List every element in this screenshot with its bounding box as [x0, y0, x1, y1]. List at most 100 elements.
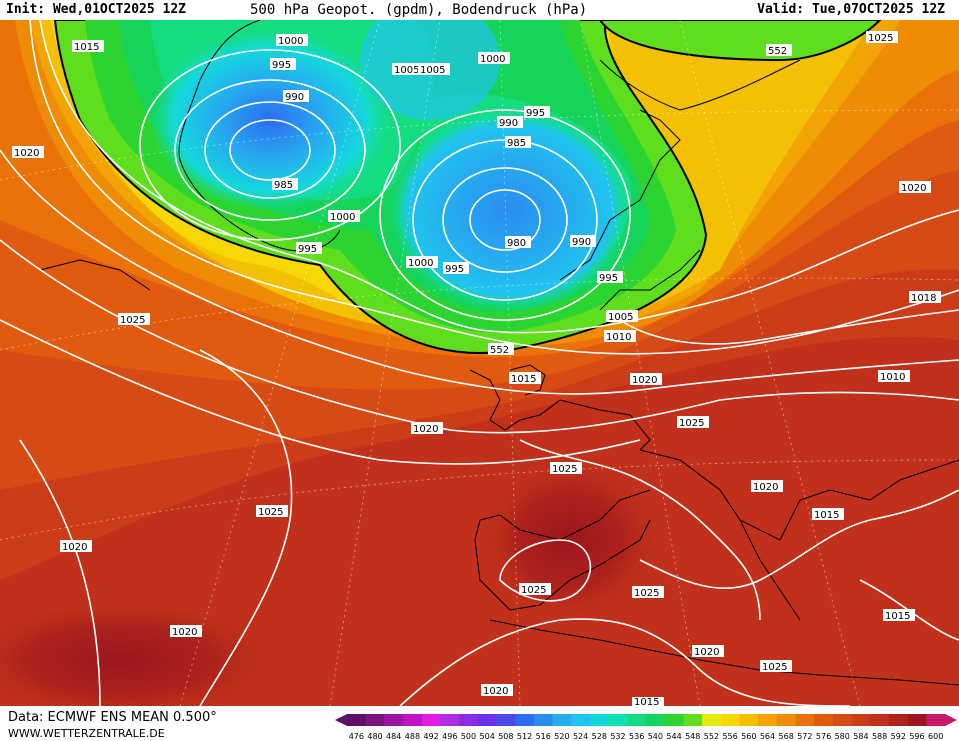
isobar-label: 995	[443, 262, 469, 275]
legend-tick-label: 540	[648, 732, 663, 741]
legend-tick-label: 504	[480, 732, 495, 741]
svg-text:1000: 1000	[330, 212, 355, 223]
svg-text:1015: 1015	[885, 611, 910, 622]
legend-tick-label: 552	[704, 732, 719, 741]
svg-text:1005: 1005	[608, 312, 633, 323]
legend-swatch	[870, 714, 890, 726]
isobar-label: 1005	[418, 63, 450, 76]
isobar-label: 1020	[899, 181, 931, 194]
isobar-label: 1025	[632, 586, 664, 599]
legend-swatch	[646, 714, 666, 726]
svg-text:1025: 1025	[634, 588, 659, 599]
svg-text:1018: 1018	[911, 293, 936, 304]
svg-text:1000: 1000	[480, 54, 505, 65]
weather-map: 1015 1000 995 990 985 1005 1005 1000 995…	[0, 20, 959, 706]
isobar-label: 1020	[12, 146, 44, 159]
legend-swatch	[608, 714, 628, 726]
legend-tick-label: 584	[853, 732, 868, 741]
legend-tick-label: 568	[779, 732, 794, 741]
svg-text:1000: 1000	[408, 258, 433, 269]
legend-tick-label: 488	[405, 732, 420, 741]
svg-text:990: 990	[285, 92, 304, 103]
isobar-labels: 1015 1000 995 990 985 1005 1005 1000 995…	[12, 31, 941, 706]
legend-tick-label: 528	[592, 732, 607, 741]
svg-text:985: 985	[274, 180, 293, 191]
legend-swatch	[421, 714, 441, 726]
isobar-label: 1000	[328, 210, 360, 223]
isobar-label: 1000	[276, 34, 308, 47]
isobar-label: 1018	[909, 291, 941, 304]
isobar-label: 1020	[60, 540, 92, 553]
legend-swatch	[907, 714, 927, 726]
isobar-label: 1015	[632, 697, 664, 706]
isobar-label: 1025	[677, 416, 709, 429]
legend-swatch	[459, 714, 479, 726]
legend-swatch	[589, 714, 610, 726]
isobar-label: 1015	[812, 508, 844, 521]
isobar-label: 990	[570, 235, 596, 248]
isobar-label: 990	[497, 116, 523, 129]
isobar-label: 985	[505, 136, 531, 149]
svg-text:1020: 1020	[632, 375, 657, 386]
isobar-label: 1015	[509, 372, 541, 385]
svg-text:1005: 1005	[394, 65, 419, 76]
geopotential-label: 552	[488, 343, 514, 356]
svg-text:1025: 1025	[762, 662, 787, 673]
svg-text:1010: 1010	[606, 332, 631, 343]
isobar-label: 1020	[692, 645, 724, 658]
legend-swatch	[888, 714, 909, 726]
legend-swatch	[832, 714, 853, 726]
svg-text:1020: 1020	[413, 424, 438, 435]
isobar-label: 1000	[478, 52, 510, 65]
geopotential-labels: 552 552	[488, 44, 792, 356]
legend-swatch	[664, 714, 684, 726]
isobar-label: 1025	[866, 31, 898, 44]
legend-tick-label: 516	[536, 732, 551, 741]
isobar-label: 1020	[170, 625, 202, 638]
legend-swatch	[533, 714, 554, 726]
isobar-label: 985	[272, 178, 298, 191]
legend-tick-label: 496	[442, 732, 457, 741]
svg-text:1020: 1020	[14, 148, 39, 159]
legend-tick-label: 512	[517, 732, 532, 741]
isobar-label: 1020	[751, 480, 783, 493]
legend-arrow-low	[335, 714, 347, 726]
svg-text:1015: 1015	[634, 697, 659, 706]
legend-swatch	[758, 714, 778, 726]
svg-text:1020: 1020	[172, 627, 197, 638]
field-contour-552-ne	[598, 20, 882, 62]
legend-tick-label: 520	[554, 732, 569, 741]
legend-swatch	[851, 714, 871, 726]
svg-text:1025: 1025	[258, 507, 283, 518]
isobar-label: 995	[524, 106, 550, 119]
legend-swatch	[477, 714, 497, 726]
legend-swatch	[496, 714, 516, 726]
legend-tick-label: 592	[891, 732, 906, 741]
map-title: 500 hPa Geopot. (gpdm), Bodendruck (hPa)	[250, 2, 588, 18]
legend-swatch	[571, 714, 591, 726]
legend-swatch	[515, 714, 535, 726]
legend-swatch	[795, 714, 815, 726]
svg-text:995: 995	[272, 60, 291, 71]
isobar-label: 995	[296, 242, 322, 255]
legend-tick-label: 580	[835, 732, 850, 741]
legend-tick-label: 532	[610, 732, 625, 741]
legend-swatch	[440, 714, 460, 726]
isobar-label: 1005	[606, 310, 638, 323]
legend-tick-label: 544	[666, 732, 681, 741]
svg-text:1020: 1020	[62, 542, 87, 553]
svg-text:1025: 1025	[521, 585, 546, 596]
svg-text:990: 990	[499, 118, 518, 129]
data-source: Data: ECMWF ENS MEAN 0.500°	[8, 710, 217, 725]
legend-swatch	[384, 714, 404, 726]
legend-swatch	[403, 714, 423, 726]
atlantic-blob	[40, 370, 180, 450]
isobar-label: 1025	[760, 660, 792, 673]
svg-text:995: 995	[526, 108, 545, 119]
legend-swatch	[702, 714, 722, 726]
legend-tick-label: 556	[722, 732, 737, 741]
isobar-label: 1025	[519, 583, 551, 596]
legend-swatch	[365, 714, 385, 726]
legend-arrow-high	[945, 714, 957, 726]
